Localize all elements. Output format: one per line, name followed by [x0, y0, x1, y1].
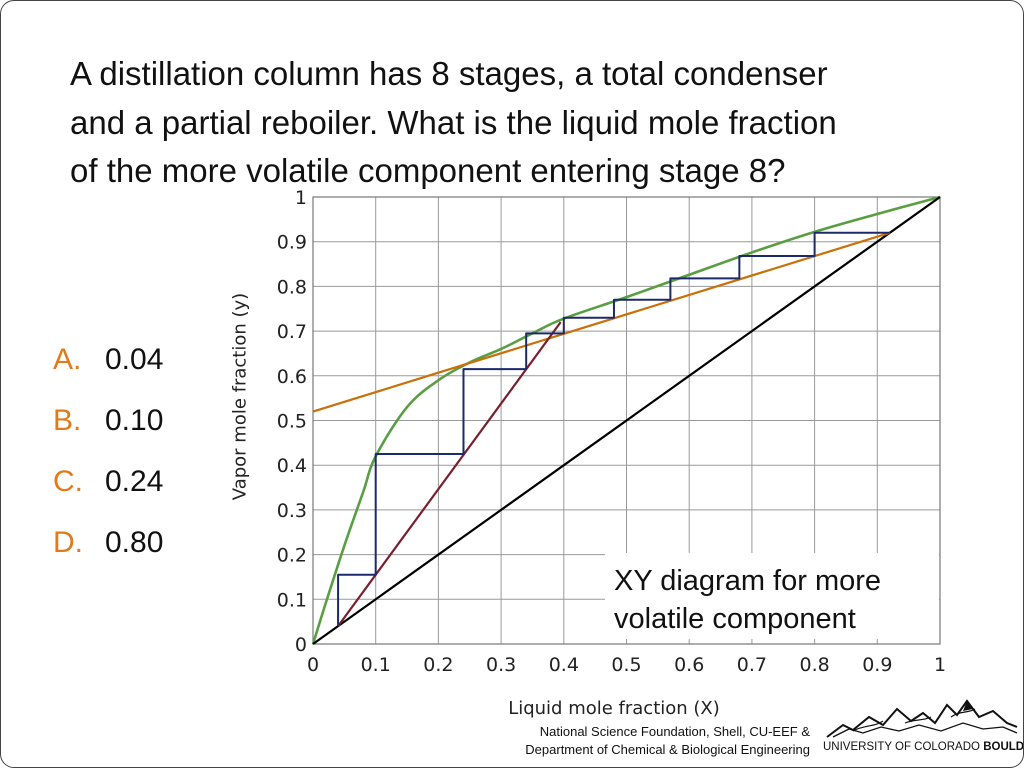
x-axis-label: Liquid mole fraction (X)	[508, 698, 720, 719]
y-tick-label: 0.3	[277, 500, 307, 522]
y-tick-label: 0.5	[277, 411, 307, 433]
choice-b[interactable]: B. 0.10	[53, 398, 213, 444]
choice-c-letter: C.	[53, 465, 83, 498]
stage-steps-line	[337, 231, 890, 627]
choice-d[interactable]: D. 0.80	[53, 520, 213, 566]
logo-wordmark: UNIVERSITY OF COLORADO BOULDER	[823, 741, 1024, 753]
chart-caption-line-2: volatile component	[614, 603, 856, 635]
rectifying-operating-line-line	[312, 231, 891, 413]
mountain-logo-icon	[826, 699, 1018, 738]
x-tick-label: 0.6	[674, 654, 704, 676]
question-line-2: and a partial reboiler. What is the liqu…	[70, 103, 837, 141]
x-tick-label: 0.3	[486, 654, 516, 676]
question-line-3: of the more volatile component entering …	[70, 152, 786, 189]
y-tick-label: 0	[295, 634, 307, 656]
x-tick-label: 1	[934, 654, 946, 676]
x-tick-label: 0.8	[799, 654, 829, 676]
caption-box	[605, 553, 939, 639]
x-tick-label: 0.1	[361, 654, 391, 676]
chart-caption-line-1: XY diagram for more	[614, 565, 882, 597]
plot-frame	[312, 196, 941, 645]
axes	[312, 196, 941, 645]
choice-b-value: 0.10	[105, 404, 164, 437]
y-tick-label: 0.2	[277, 545, 307, 567]
choice-b-letter: B.	[53, 404, 82, 437]
x-tick-label: 0	[307, 654, 319, 676]
x-tick-label: 0.9	[862, 654, 892, 676]
x-tick-label: 0.2	[423, 654, 453, 676]
question-line-1: A distillation column has 8 stages, a to…	[70, 55, 828, 92]
logo-text-regular: UNIVERSITY OF COLORADO	[823, 741, 984, 753]
logo-text-bold: BOULDER	[983, 741, 1024, 753]
question-text: A distillation column has 8 stages, a to…	[70, 50, 970, 196]
credit-line-1: National Science Foundation, Shell, CU-E…	[539, 724, 810, 739]
y-axis-label: Vapor mole fraction (y)	[229, 292, 251, 501]
choice-d-letter: D.	[53, 526, 83, 559]
series	[311, 195, 941, 645]
tick-labels: 0 0.1 0.2 0.3 0.4 0.5 0.6 0.7 0.8 0.9 1 0 0.1 0.2 0.3 0…	[277, 187, 946, 676]
stripping-operating-line-line	[337, 321, 562, 627]
choice-c-value: 0.24	[105, 465, 164, 498]
x-tick-label: 0.5	[611, 654, 641, 676]
credit-line-2: Department of Chemical & Biological Engi…	[525, 742, 810, 757]
y-tick-label: 0.1	[277, 589, 307, 611]
choice-c[interactable]: C. 0.24	[53, 459, 213, 505]
y-tick-label: 0.8	[277, 276, 307, 298]
choice-a[interactable]: A. 0.04	[53, 337, 213, 383]
y-tick-label: 0.9	[277, 232, 307, 254]
chart-caption: XY diagram for more volatile component	[614, 562, 934, 638]
y-tick-label: 0.6	[277, 366, 307, 388]
choice-a-value: 0.04	[105, 343, 164, 376]
y-tick-label: 0.7	[277, 321, 307, 343]
x-tick-label: 0.7	[737, 654, 767, 676]
y-equals-x-line	[312, 196, 941, 645]
choice-a-letter: A.	[53, 343, 82, 376]
choice-d-value: 0.80	[105, 526, 164, 559]
equilibrium-line	[311, 195, 941, 645]
university-logo: UNIVERSITY OF COLORADO BOULDER	[823, 697, 1023, 759]
x-tick-label: 0.4	[549, 654, 579, 676]
y-tick-label: 1	[295, 187, 307, 209]
y-tick-label: 0.4	[277, 455, 307, 477]
